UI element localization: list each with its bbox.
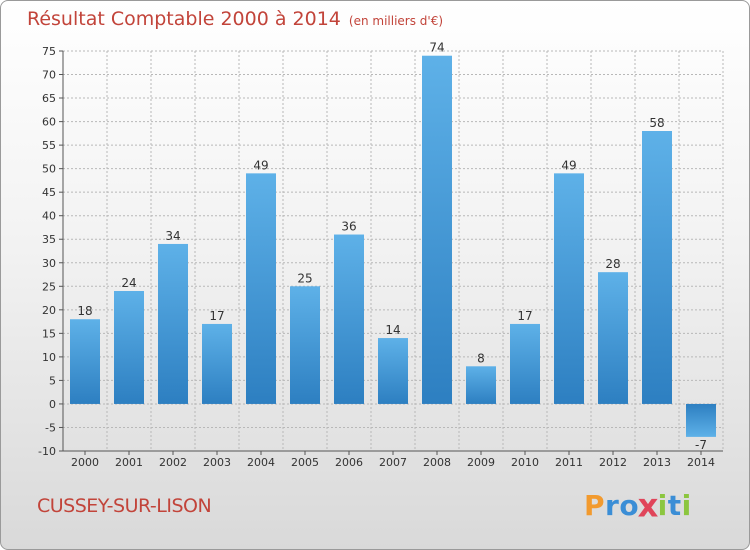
axes [59,50,723,455]
y-tick-label: 15 [42,327,56,340]
x-tick-label: 2002 [159,456,187,469]
y-tick-label: 0 [49,398,56,411]
y-tick-label: 65 [42,92,56,105]
x-tick-label: 2006 [335,456,363,469]
y-tick-label: -10 [38,445,56,458]
logo-letter: P [584,489,606,522]
logo-letter: o [619,489,640,522]
x-tick-label: 2009 [467,456,495,469]
data-label-2004: 49 [253,158,268,172]
y-tick-label: 75 [42,45,56,58]
x-tick-label: 2005 [291,456,319,469]
data-label-2005: 25 [297,271,312,285]
data-label-2010: 17 [517,309,532,323]
bar-2013 [642,131,672,404]
bar-2011 [554,173,584,404]
bar-2004 [246,173,276,404]
labels: -10 -5 0 5 10 15 20 25 30 35 40 45 50 55 60 65 70 75 2000 1… [38,41,715,469]
data-label-2009: 8 [477,351,485,365]
x-tick-label: 2003 [203,456,231,469]
y-tick-label: 10 [42,351,56,364]
bar-2012 [598,272,628,404]
y-tick-label: 50 [42,163,56,176]
logo-letter: i [681,489,692,522]
bar-2010 [510,323,540,404]
y-tick-label: 40 [42,210,56,223]
bar-2009 [466,366,496,404]
logo-letter: x [637,486,660,525]
logo-letter: i [657,489,668,522]
data-label-2000: 18 [77,304,92,318]
proxiti-logo: Proxiti [584,486,692,525]
y-tick-label: 45 [42,186,56,199]
bar-2003 [202,323,232,404]
x-tick-label: 2004 [247,456,275,469]
bar-2006 [334,234,364,404]
y-tick-label: 35 [42,233,56,246]
x-tick-label: 2012 [599,456,627,469]
y-tick-label: 30 [42,257,56,270]
y-tick-label: 55 [42,139,56,152]
x-tick-label: 2011 [555,456,583,469]
data-label-2013: 58 [649,116,664,130]
data-label-2001: 24 [121,276,136,290]
bar-2002 [158,243,188,404]
y-tick-label: -5 [45,421,56,434]
bar-2001 [114,291,144,404]
logo-letter: r [605,489,620,522]
data-label-2007: 14 [385,323,400,337]
x-tick-label: 2010 [511,456,539,469]
bar-2007 [378,338,408,404]
data-label-2003: 17 [209,309,224,323]
data-label-2011: 49 [561,158,576,172]
x-tick-label: 2001 [115,456,143,469]
x-tick-label: 2007 [379,456,407,469]
x-tick-label: 2000 [71,456,99,469]
x-tick-label: 2014 [687,456,715,469]
y-tick-label: 20 [42,304,56,317]
data-label-2014: -7 [695,438,707,452]
chart-title: Résultat Comptable 2000 à 2014 (en millie… [27,8,443,30]
data-label-2002: 34 [165,229,180,243]
data-label-2012: 28 [605,257,620,271]
y-tick-label: 25 [42,280,56,293]
bar-2008 [422,55,452,404]
bar-2014 [686,403,716,437]
chart-title-text: Résultat Comptable 2000 à 2014 [27,8,341,30]
logo-letter: t [667,489,682,522]
data-label-2006: 36 [341,220,356,234]
bars [70,55,716,437]
bar-2005 [290,286,320,404]
bar-2000 [70,319,100,404]
y-tick-label: 60 [42,116,56,129]
y-tick-label: 5 [49,374,56,387]
x-tick-label: 2013 [643,456,671,469]
x-tick-label: 2008 [423,456,451,469]
commune-name: CUSSEY-SUR-LISON [37,495,212,517]
data-label-2008: 74 [429,41,444,55]
chart-subtitle: (en milliers d'€) [348,14,444,28]
y-tick-label: 70 [42,69,56,82]
